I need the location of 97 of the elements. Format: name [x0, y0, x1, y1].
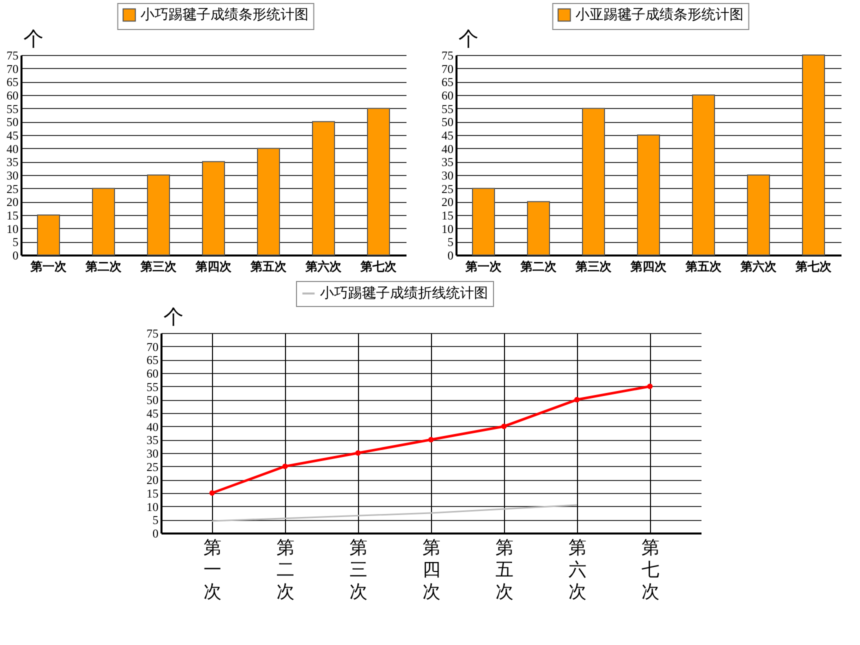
y-tick-label: 10 [146, 500, 158, 514]
y-tick-label: 20 [442, 195, 454, 210]
point [501, 424, 507, 430]
bar [92, 188, 115, 256]
y-tick-label: 20 [146, 473, 158, 488]
y-tick-label: 20 [6, 195, 18, 210]
y-tick-label: 50 [442, 115, 454, 130]
y-tick-label: 50 [146, 393, 158, 408]
x-tick-label: 第四次 [422, 538, 440, 602]
y-tick-label: 0 [448, 248, 454, 262]
y-tick-label: 45 [442, 128, 454, 142]
x-tick-label: 第二次 [520, 260, 558, 274]
bar [202, 161, 225, 256]
x-tick-label: 第五次 [250, 260, 288, 274]
y-tick-label: 45 [146, 406, 158, 420]
bar [802, 54, 825, 256]
y-tick-label: 5 [448, 235, 454, 250]
x-tick-label: 第六次 [568, 538, 586, 602]
x-tick-label: 第一次 [30, 260, 68, 274]
y-tick-label: 70 [146, 340, 158, 354]
x-tick-label: 第四次 [630, 260, 668, 274]
y-tick-label: 15 [146, 486, 158, 500]
y-tick-label: 25 [146, 460, 158, 474]
legend-label: 小巧踢毽子成绩折线统计图 [320, 286, 488, 302]
x-tick-label: 第七次 [794, 260, 832, 274]
y-tick-label: 50 [6, 115, 18, 130]
x-tick-label: 第三次 [140, 260, 178, 274]
y-tick-label: 5 [12, 235, 18, 250]
y-tick-label: 55 [146, 380, 158, 394]
y-tick-label: 0 [12, 248, 18, 262]
bar [747, 174, 770, 256]
x-tick-label: 第一次 [204, 538, 222, 602]
y-tick-label: 35 [146, 433, 158, 448]
y-tick-label: 75 [146, 326, 158, 340]
y-tick-label: 40 [146, 420, 158, 434]
bar [312, 121, 335, 256]
x-tick-label: 第七次 [641, 538, 660, 602]
y-tick-label: 75 [6, 48, 18, 62]
bar [367, 108, 390, 256]
y-tick-label: 25 [6, 182, 18, 196]
bar [582, 108, 605, 256]
y-tick-label: 10 [6, 222, 18, 236]
y-tick-label: 40 [6, 142, 18, 156]
point [209, 490, 215, 496]
bar [637, 134, 660, 256]
y-axis-title: 个 [458, 28, 478, 50]
y-tick-label: 65 [146, 353, 158, 368]
y-tick-label: 65 [6, 75, 18, 90]
point [428, 436, 434, 442]
y-tick-label: 75 [442, 48, 454, 62]
bar [37, 214, 60, 256]
y-axis-title: 个 [164, 306, 184, 328]
y-tick-label: 0 [152, 526, 158, 540]
y-tick-label: 45 [6, 128, 18, 142]
y-axis-title: 个 [24, 28, 44, 50]
y-tick-label: 60 [442, 88, 454, 102]
x-tick-label: 第三次 [350, 538, 368, 602]
point [574, 396, 580, 402]
bar [527, 201, 550, 256]
y-tick-label: 5 [152, 513, 158, 528]
y-tick-label: 35 [442, 155, 454, 170]
x-tick-label: 第七次 [360, 260, 398, 274]
y-tick-label: 70 [442, 62, 454, 76]
legend-label: 小巧踢毽子成绩条形统计图 [140, 7, 308, 23]
y-tick-label: 10 [442, 222, 454, 236]
y-tick-label: 25 [442, 182, 454, 196]
bar [472, 188, 495, 256]
x-tick-label: 第二次 [84, 260, 122, 274]
y-tick-label: 15 [442, 208, 454, 222]
x-tick-label: 第五次 [495, 538, 514, 602]
y-tick-label: 30 [6, 168, 18, 182]
x-tick-label: 第五次 [684, 260, 722, 274]
x-tick-label: 第四次 [194, 260, 232, 274]
x-tick-label: 第三次 [574, 260, 612, 274]
x-tick-label: 第一次 [464, 260, 502, 274]
y-tick-label: 40 [442, 142, 454, 156]
line-series [211, 504, 578, 522]
x-tick-label: 第二次 [276, 538, 295, 602]
bar [692, 94, 715, 256]
y-tick-label: 30 [146, 446, 158, 460]
x-tick-label: 第六次 [304, 260, 342, 274]
point [282, 464, 288, 470]
point [355, 450, 361, 456]
y-tick-label: 70 [6, 62, 18, 76]
y-tick-label: 60 [6, 88, 18, 102]
y-tick-label: 60 [146, 366, 158, 380]
y-tick-label: 65 [442, 75, 454, 90]
x-tick-label: 第六次 [740, 260, 778, 274]
y-tick-label: 15 [6, 208, 18, 222]
point [647, 384, 653, 390]
bar [147, 174, 170, 256]
y-tick-label: 30 [442, 168, 454, 182]
bar [257, 148, 280, 256]
legend-label: 小亚踢毽子成绩条形统计图 [575, 7, 744, 23]
y-tick-label: 35 [6, 155, 18, 170]
y-tick-label: 55 [442, 102, 454, 116]
y-tick-label: 55 [6, 102, 18, 116]
